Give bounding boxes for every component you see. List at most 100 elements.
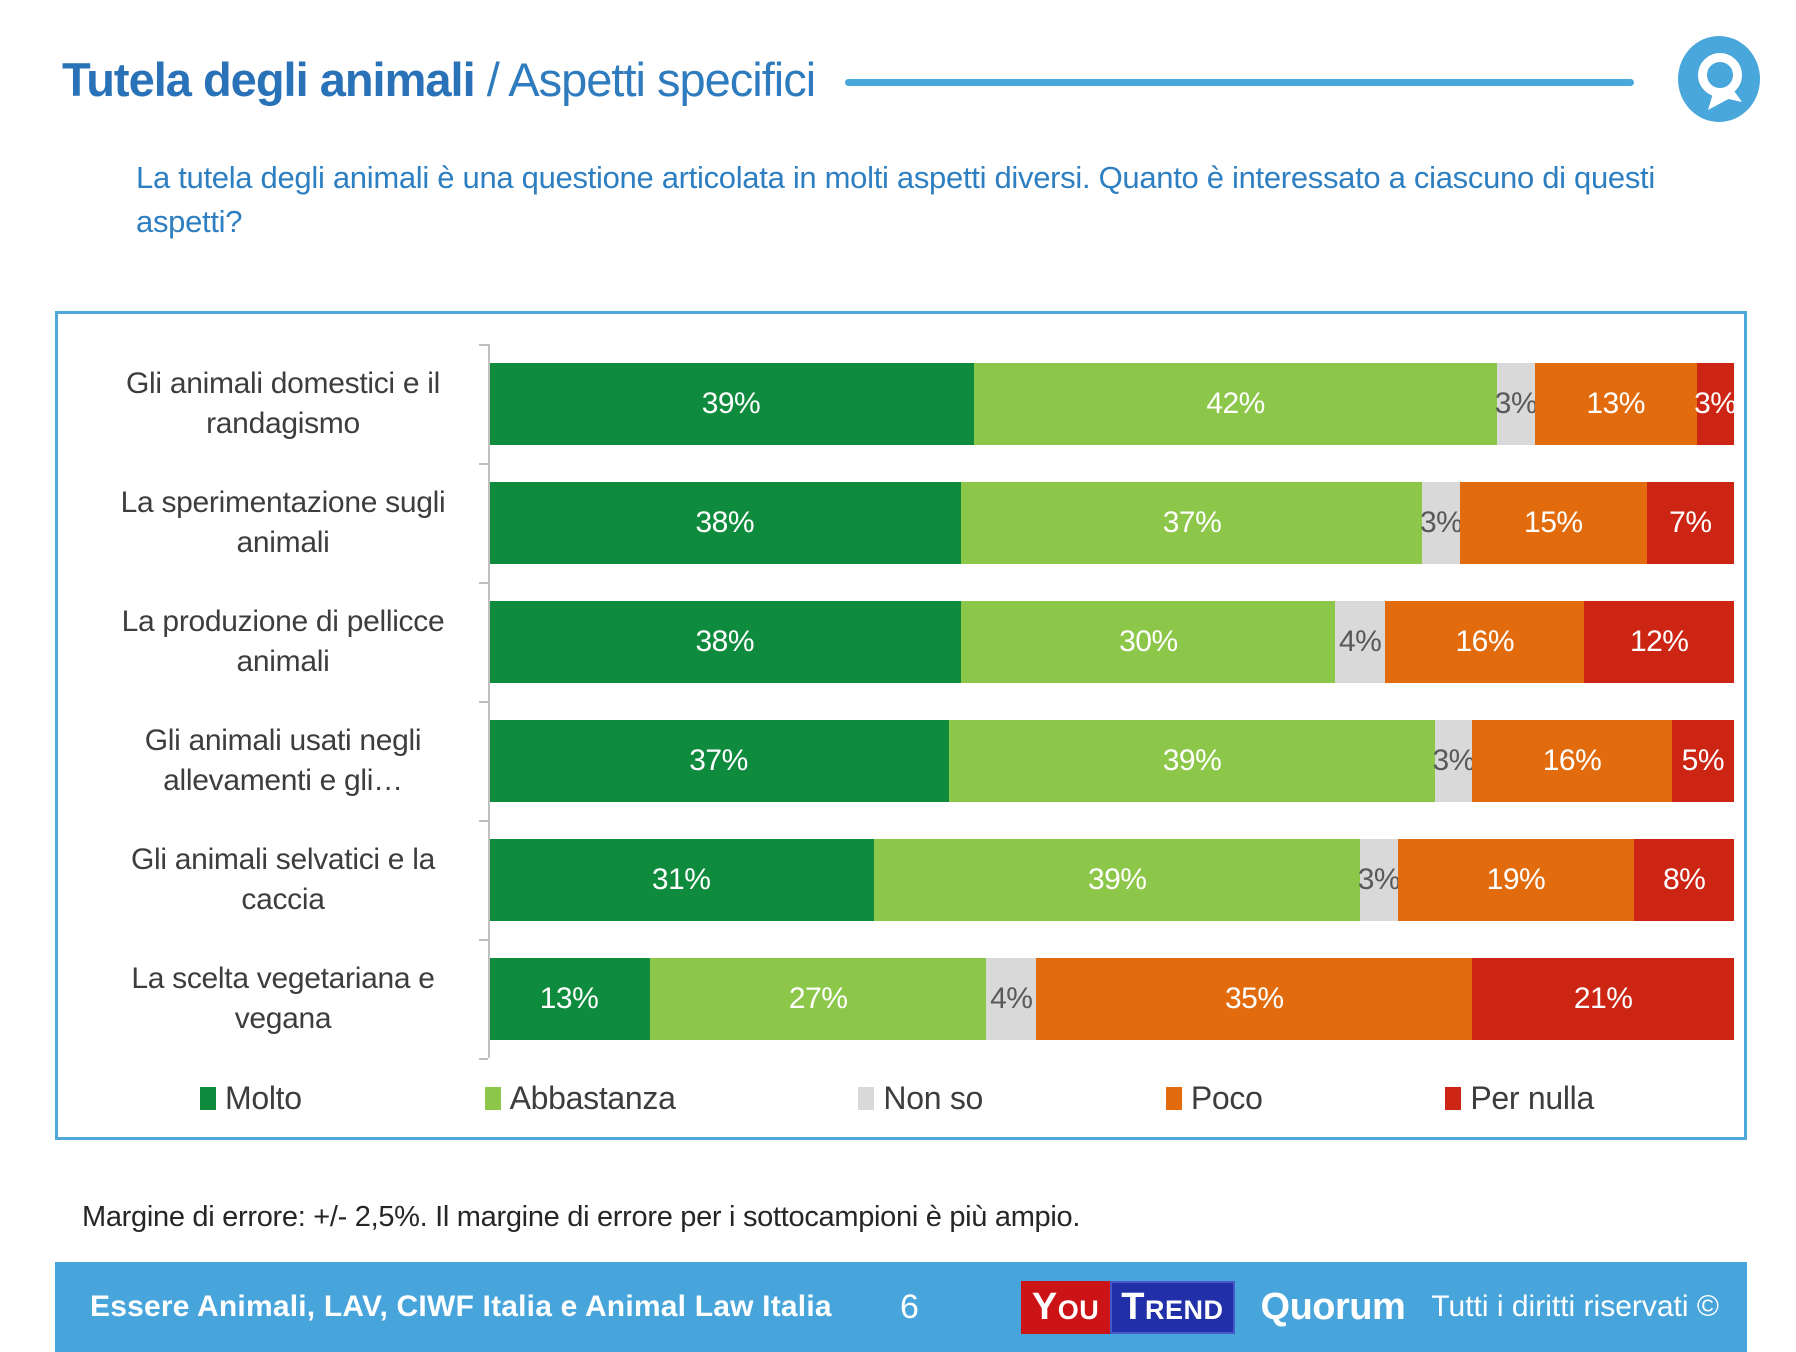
bar-segment-molto: 38% (488, 600, 962, 683)
category-label: Gli animali domestici e il randagismo (126, 366, 440, 440)
bar-value-label: 39% (701, 386, 761, 420)
bar-value-label: 38% (695, 505, 754, 539)
bar-value-label: 3% (1357, 862, 1401, 896)
legend-label: Abbastanza (509, 1080, 676, 1116)
legend-label: Non so (883, 1080, 984, 1116)
bar-value-label: 8% (1662, 862, 1706, 896)
youtrend-logo-trend: Trend (1110, 1280, 1235, 1334)
axis-tick (479, 344, 488, 346)
bar-value-label: 27% (788, 981, 848, 1015)
plot-area: Gli animali domestici e il randagismo 39%… (58, 344, 1737, 1058)
bar-track: 37% 39% 3% 16% 5% (488, 719, 1734, 802)
category-label: Gli animali selvatici e la caccia (131, 842, 435, 916)
bar-segment-molto: 31% (488, 838, 875, 921)
chart-legend: Molto Abbastanza Non so Poco Per nulla (58, 1080, 1744, 1117)
legend-marker-icon (1445, 1087, 1462, 1110)
bar-segment-molto: 37% (488, 719, 950, 802)
bar-value-label: 3% (1420, 505, 1463, 539)
bar-value-label: 7% (1669, 505, 1712, 539)
bar-segment-poco: 16% (1472, 719, 1672, 802)
bar-value-label: 38% (695, 624, 754, 658)
quorum-wordmark: Quorum (1260, 1285, 1406, 1328)
legend-marker-icon (858, 1087, 875, 1110)
bar-value-label: 13% (1586, 386, 1645, 420)
bar-value-label: 3% (1494, 386, 1538, 420)
bar-value-label: 16% (1455, 624, 1515, 658)
page-title-sub: / Aspetti specifici (474, 52, 816, 106)
legend-marker-icon (1165, 1087, 1182, 1110)
header: Tutela degli animali / Aspetti specifici (62, 36, 1760, 122)
bar-segment-per-nulla: 21% (1472, 957, 1734, 1040)
bar-segment-per-nulla: 3% (1694, 362, 1737, 445)
bar-segment-per-nulla: 7% (1646, 481, 1734, 564)
bar-segment-per-nulla: 5% (1671, 719, 1734, 802)
bar-segment-molto: 38% (488, 481, 962, 564)
bar-segment-non-so: 4% (1335, 600, 1386, 683)
legend-marker-icon (200, 1087, 216, 1110)
bar-value-label: 31% (651, 862, 711, 896)
bar-track: 38% 30% 4% 16% 12% (488, 600, 1734, 683)
bar-value-label: 4% (990, 981, 1033, 1015)
footer-source-text: Essere Animali, LAV, CIWF Italia e Anima… (90, 1290, 832, 1323)
page-title: Tutela degli animali / Aspetti specifici (62, 52, 816, 107)
chart-row-3: La produzione di pellicce animali 38% 30% 4… (58, 582, 1734, 701)
axis-tick (479, 582, 488, 584)
category-label: La produzione di pellicce animali (121, 604, 445, 678)
survey-question: La tutela degli animali è una questione … (136, 160, 1655, 240)
bar-value-label: 39% (1162, 743, 1222, 777)
legend-item-non-so: Non so (858, 1080, 983, 1117)
bar-value-label: 13% (539, 981, 599, 1015)
bar-value-label: 3% (1432, 743, 1475, 777)
category-axis (479, 344, 490, 1060)
legend-marker-icon (484, 1087, 501, 1110)
category-label: Gli animali usati negli allevamenti e gl… (144, 723, 422, 797)
chart-row-6: La scelta vegetariana e vegana 13% 27% 4% 35… (58, 939, 1734, 1058)
bar-track: 39% 42% 3% 13% 3% (488, 362, 1737, 445)
chart-row-2: La sperimentazione sugli animali 38% 37% 3%… (58, 463, 1734, 582)
legend-item-molto: Molto (200, 1080, 302, 1117)
youtrend-logo-you: You (1020, 1280, 1111, 1334)
bar-segment-abbastanza: 27% (649, 957, 987, 1040)
bar-segment-poco: 16% (1385, 600, 1585, 683)
bar-segment-non-so: 3% (1432, 719, 1475, 802)
bar-track: 13% 27% 4% 35% 21% (488, 957, 1734, 1040)
chart-row-1: Gli animali domestici e il randagismo 39%… (58, 344, 1737, 463)
bar-value-label: 21% (1573, 981, 1633, 1015)
bar-value-label: 3% (1694, 386, 1737, 420)
rights-reserved-text: Tutti i diritti riservati © (1431, 1290, 1719, 1323)
category-label: La sperimentazione sugli animali (120, 485, 446, 559)
bar-value-label: 39% (1087, 862, 1147, 896)
bar-value-label: 35% (1224, 981, 1284, 1015)
footer-logos: You Trend Quorum Tutti i diritti riserva… (1020, 1280, 1719, 1334)
legend-label: Molto (225, 1080, 302, 1116)
legend-item-abbastanza: Abbastanza (484, 1080, 676, 1117)
bar-segment-abbastanza: 39% (874, 838, 1361, 921)
axis-tick (479, 939, 488, 941)
axis-tick (479, 820, 488, 822)
bar-segment-non-so: 4% (986, 957, 1037, 1040)
bar-value-label: 4% (1339, 624, 1382, 658)
bar-segment-poco: 13% (1534, 362, 1697, 445)
bar-segment-poco: 19% (1397, 838, 1635, 921)
bar-track: 31% 39% 3% 19% 8% (488, 838, 1734, 921)
chart-row-4: Gli animali usati negli allevamenti e gl… (58, 701, 1734, 820)
quorum-bubble-logo-icon (1678, 36, 1760, 122)
bar-segment-abbastanza: 42% (973, 362, 1498, 445)
category-label: La scelta vegetariana e vegana (131, 961, 435, 1035)
bar-segment-abbastanza: 39% (949, 719, 1435, 802)
youtrend-logo: You Trend (1020, 1280, 1235, 1334)
axis-tick (479, 701, 488, 703)
chart-row-5: Gli animali selvatici e la caccia 31% 39% 3… (58, 820, 1734, 939)
bar-value-label: 16% (1542, 743, 1602, 777)
legend-item-poco: Poco (1165, 1080, 1263, 1117)
bar-segment-non-so: 3% (1494, 362, 1538, 445)
bar-value-label: 37% (1162, 505, 1222, 539)
chart-container: Gli animali domestici e il randagismo 39%… (55, 311, 1747, 1140)
bar-segment-non-so: 3% (1420, 481, 1463, 564)
bar-segment-abbastanza: 37% (961, 481, 1423, 564)
page-number: 6 (899, 1287, 919, 1326)
bar-value-label: 37% (689, 743, 748, 777)
bar-track: 38% 37% 3% 15% 7% (488, 481, 1734, 564)
bar-segment-non-so: 3% (1357, 838, 1401, 921)
axis-tick (479, 1058, 488, 1060)
